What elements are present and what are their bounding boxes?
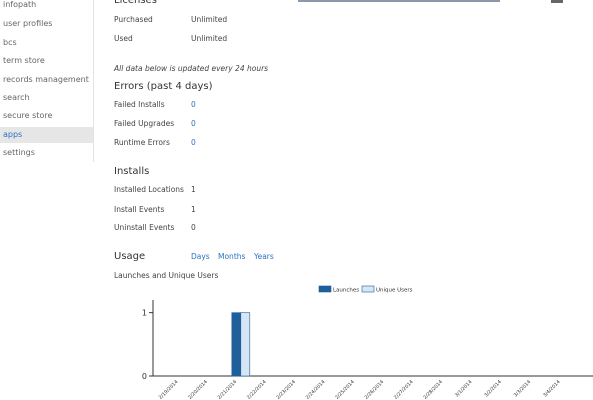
x-tick-label: 2/22/2014: [246, 379, 268, 400]
row-value: 0: [191, 138, 196, 147]
section-heading: Installs: [114, 166, 150, 177]
row-label: Install Events: [114, 205, 165, 214]
row-label: Installed Locations: [114, 185, 184, 194]
x-tick-label: 2/28/2014: [422, 379, 444, 400]
x-tick-label: 2/26/2014: [364, 379, 386, 400]
x-tick-label: 2/25/2014: [334, 379, 356, 400]
x-tick-label: 3/3/2014: [513, 379, 532, 398]
y-tick-label: 0: [142, 372, 147, 381]
nav-item[interactable]: term store: [3, 56, 45, 65]
usage-link[interactable]: Days: [191, 252, 210, 261]
row-value: 0: [191, 119, 196, 128]
x-tick-label: 2/27/2014: [393, 379, 415, 400]
row-label: Failed Upgrades: [114, 119, 175, 128]
row-label: Runtime Errors: [114, 138, 170, 147]
nav-item[interactable]: apps: [3, 130, 23, 139]
row-label: Used: [114, 34, 133, 43]
nav-item[interactable]: records management: [3, 75, 89, 84]
x-tick-label: 2/24/2014: [305, 379, 327, 400]
row-value: 1: [191, 205, 196, 214]
update-note: All data below is updated every 24 hours: [114, 64, 269, 73]
legend-label: Unique Users: [376, 288, 413, 294]
nav-item[interactable]: settings: [3, 148, 35, 157]
x-tick-label: 3/2/2014: [483, 379, 502, 398]
top-bar: [298, 0, 500, 2]
nav-item[interactable]: infopath: [3, 0, 37, 9]
row-value: 0: [191, 223, 196, 232]
usage-link[interactable]: Years: [254, 252, 274, 261]
top-box: [551, 0, 563, 3]
row-value: Unlimited: [191, 34, 228, 43]
legend-swatch: [361, 285, 375, 293]
section-heading: Errors (past 4 days): [114, 81, 213, 92]
row-label: Purchased: [114, 15, 153, 24]
row-label: Failed Installs: [114, 100, 165, 109]
chart-title: Launches and Unique Users: [114, 271, 219, 280]
selected-nav-highlight: [0, 127, 93, 143]
bar: [231, 312, 242, 377]
row-value: 0: [191, 100, 196, 109]
x-tick-label: 2/21/2014: [217, 379, 239, 400]
nav-item[interactable]: secure store: [3, 111, 53, 120]
x-tick-label: 3/4/2014: [542, 379, 561, 398]
legend-swatch: [318, 285, 332, 293]
section-heading: Licenses: [114, 0, 157, 6]
bar: [240, 312, 251, 377]
usage-link[interactable]: Months: [218, 252, 246, 261]
x-tick-label: 2/23/2014: [275, 379, 297, 400]
y-tick-label: 1: [142, 309, 147, 318]
left-nav: [0, 0, 94, 162]
row-value: 1: [191, 185, 196, 194]
x-tick-label: 2/20/2014: [187, 379, 209, 400]
legend-label: Launches: [333, 288, 359, 294]
row-label: Uninstall Events: [114, 223, 175, 232]
row-value: Unlimited: [191, 15, 228, 24]
nav-item[interactable]: user profiles: [3, 19, 53, 28]
x-tick-label: 3/1/2014: [454, 379, 473, 398]
nav-item[interactable]: search: [3, 93, 30, 102]
section-heading: Usage: [114, 251, 146, 262]
nav-item[interactable]: bcs: [3, 38, 17, 47]
x-tick-label: 2/19/2014: [158, 379, 180, 400]
